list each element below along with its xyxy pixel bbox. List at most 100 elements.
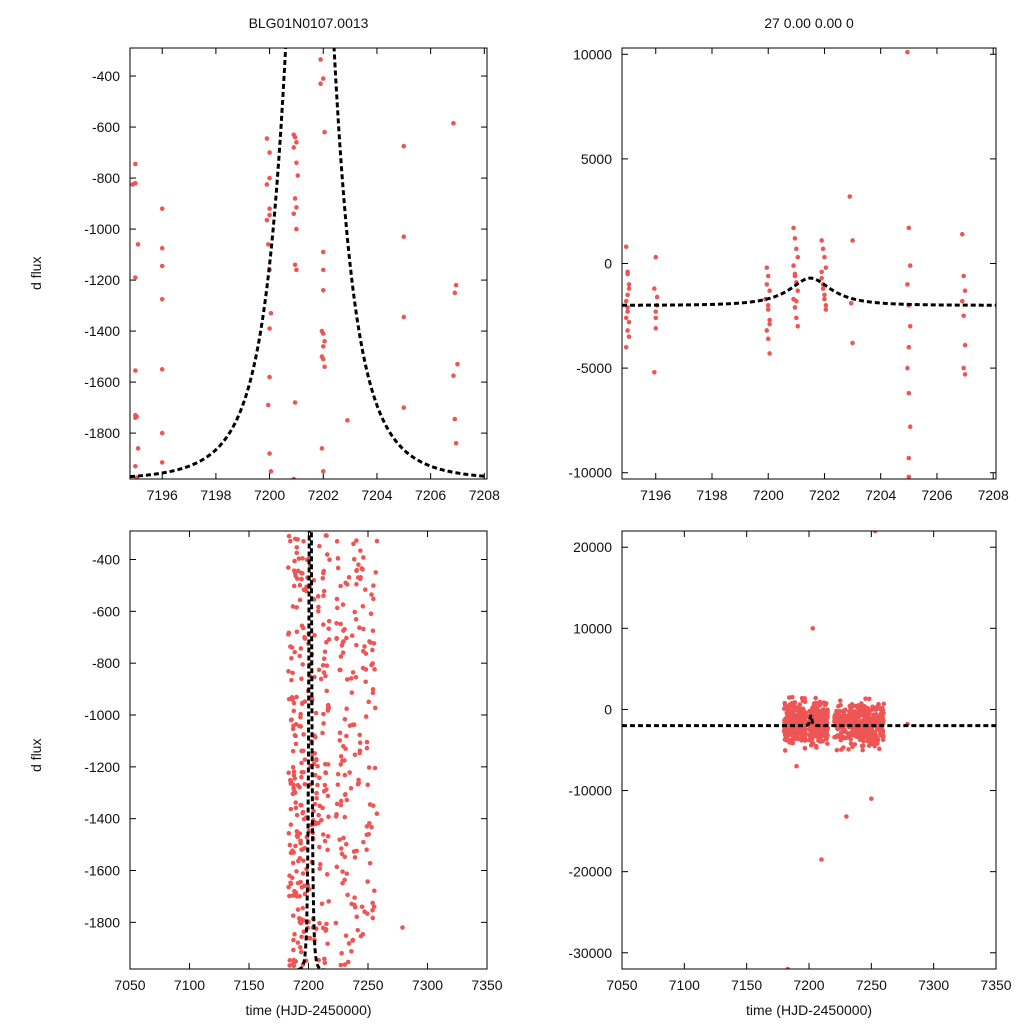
x-tick-label: 7150 <box>731 977 762 993</box>
data-point <box>820 246 826 252</box>
data-point <box>795 288 801 293</box>
data-point <box>291 476 297 479</box>
data-point <box>291 963 297 969</box>
data-point <box>959 231 965 237</box>
data-point <box>290 764 296 770</box>
model-curve <box>622 276 996 307</box>
data-point <box>320 267 326 273</box>
data-point <box>852 714 858 720</box>
data-point <box>792 273 798 279</box>
data-point <box>297 597 303 603</box>
data-point <box>794 298 799 304</box>
x-tick-label: 7202 <box>308 487 339 503</box>
data-point <box>320 331 326 336</box>
data-point <box>809 740 815 745</box>
data-point <box>371 596 376 602</box>
data-point <box>880 737 886 743</box>
data-point <box>338 802 344 808</box>
data-point <box>264 136 270 141</box>
data-point <box>794 246 799 252</box>
data-point <box>854 732 860 737</box>
data-point <box>452 416 458 422</box>
data-point <box>797 702 803 707</box>
data-point <box>825 741 830 746</box>
data-point <box>291 700 297 706</box>
data-point <box>855 710 861 715</box>
data-point <box>318 57 323 62</box>
data-point <box>299 760 304 766</box>
data-point <box>267 212 272 218</box>
data-point <box>301 732 306 737</box>
data-point <box>838 730 844 736</box>
data-point <box>355 575 361 580</box>
data-point <box>322 364 327 370</box>
data-point <box>319 901 325 907</box>
data-point <box>321 721 326 726</box>
data-point <box>343 746 348 752</box>
data-point <box>297 831 303 836</box>
data-point <box>623 344 629 350</box>
data-point <box>339 950 344 956</box>
data-point <box>654 294 660 300</box>
data-point <box>366 699 371 705</box>
data-point <box>870 719 876 725</box>
data-point <box>362 587 368 592</box>
data-point <box>866 729 872 735</box>
data-point <box>321 588 327 594</box>
data-point <box>342 877 347 883</box>
data-point <box>850 340 855 346</box>
data-point <box>295 940 301 945</box>
data-point <box>786 709 791 715</box>
data-point <box>866 717 872 722</box>
data-point <box>320 832 326 837</box>
data-point <box>800 698 806 704</box>
data-point <box>295 834 300 840</box>
x-tick-label: 7208 <box>469 487 500 503</box>
data-point <box>369 592 374 597</box>
data-point <box>850 238 855 243</box>
data-point <box>334 864 340 870</box>
data-point <box>313 772 318 778</box>
data-point <box>320 469 326 474</box>
data-point <box>798 706 804 711</box>
data-point <box>338 667 343 673</box>
data-point <box>302 891 308 897</box>
data-point <box>653 254 659 260</box>
data-point <box>814 701 819 706</box>
data-point <box>863 727 868 733</box>
data-point <box>794 763 799 769</box>
data-point <box>370 647 375 653</box>
data-point <box>354 642 359 648</box>
y-tick-label: 5000 <box>581 151 612 167</box>
panel-bottom-right: 7050 7100 7150 7200 7250 7300 7350 20000 10000 0 -… <box>568 530 1012 993</box>
data-point <box>369 662 374 668</box>
data-point <box>344 635 349 641</box>
data-point <box>286 630 292 636</box>
data-point <box>299 769 305 775</box>
data-point <box>320 344 326 349</box>
data-point <box>291 957 296 963</box>
data-point <box>294 694 299 700</box>
data-point <box>807 709 813 714</box>
data-point <box>290 913 296 918</box>
data-point <box>316 667 322 673</box>
data-point <box>343 841 349 847</box>
data-point <box>842 707 848 712</box>
data-point <box>338 754 344 759</box>
data-point <box>455 361 460 367</box>
data-point <box>300 871 306 876</box>
data-point <box>264 182 270 187</box>
data-point <box>325 834 331 839</box>
data-point <box>340 639 346 645</box>
data-point <box>335 771 341 777</box>
x-tick-label: 7300 <box>412 977 443 993</box>
data-point <box>816 738 821 743</box>
data-point <box>802 725 808 731</box>
data-point <box>861 717 867 722</box>
data-point <box>291 211 297 217</box>
x-tick-label: 7050 <box>606 977 637 993</box>
panel-bottom-left: 7050 7100 7150 7200 7250 7300 7350 -400 -600 -800… <box>84 530 503 993</box>
data-point <box>316 608 321 614</box>
data-point <box>795 254 801 260</box>
data-point <box>159 263 165 269</box>
